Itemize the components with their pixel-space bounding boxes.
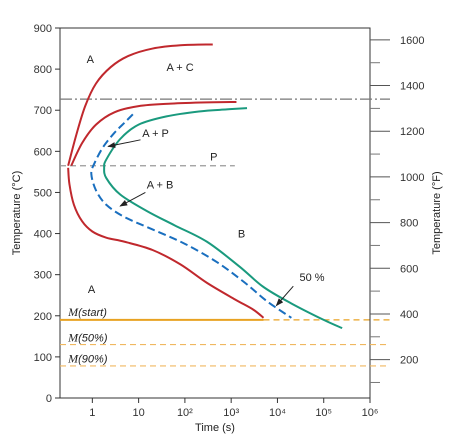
label-a-top: A	[87, 54, 95, 66]
label-a-plus-b: A + B	[147, 179, 174, 191]
y-right-tick-label: 1000	[400, 172, 424, 184]
label-a-bottom: A	[88, 284, 96, 296]
y-right-tick-label: 1200	[400, 126, 424, 138]
x-tick-label: 10²	[177, 407, 193, 419]
series-mid-50	[90, 113, 292, 319]
y-right-tick-label: 400	[400, 309, 418, 321]
y-tick-label: 100	[34, 352, 52, 364]
x-axis-title: Time (s)	[195, 422, 235, 434]
series-upper-finish	[70, 101, 237, 167]
series-lower-start	[67, 167, 265, 319]
y-tick-label: 0	[46, 393, 52, 405]
x-tick-label: 10⁴	[269, 407, 286, 419]
x-tick-label: 10⁶	[362, 407, 379, 419]
arrow-a-plus-p	[107, 139, 141, 148]
series-finish-curve	[103, 107, 343, 330]
label-m-90: M(90%)	[67, 352, 108, 366]
series-upper-start	[67, 43, 213, 166]
label-m-50-suffix: (50%)	[78, 332, 108, 344]
y-right-tick-label: 1600	[400, 35, 424, 47]
y-tick-label: 300	[34, 270, 52, 282]
y-right-tick-label: 200	[400, 355, 418, 367]
y-tick-label: 400	[34, 229, 52, 241]
y-right-axis-title: Temperature (°F)	[431, 171, 443, 254]
y-tick-label: 900	[34, 23, 52, 35]
plot-frame	[59, 27, 371, 399]
label-m-start-suffix: (start)	[78, 307, 107, 319]
x-tick-label: 10⁵	[315, 407, 332, 419]
arrow-50pct	[275, 285, 294, 307]
label-50pct: 50 %	[300, 272, 325, 284]
label-m-90-suffix: (90%)	[78, 354, 108, 366]
y-tick-label: 500	[34, 187, 52, 199]
y-tick-label: 700	[34, 105, 52, 117]
x-tick-label: 10³	[223, 407, 239, 419]
label-m-50: M(50%)	[67, 330, 108, 344]
y-right-tick-label: 1400	[400, 81, 424, 93]
x-tick-label: 10	[132, 407, 144, 419]
label-m-start: M(start)	[67, 305, 107, 319]
y-right-tick-label: 800	[400, 218, 418, 230]
x-tick-label: 1	[89, 407, 95, 419]
y-tick-label: 200	[34, 311, 52, 323]
y-axis-title: Temperature (°C)	[11, 171, 23, 255]
arrow-a-plus-b	[119, 192, 146, 207]
y-tick-label: 600	[34, 146, 52, 158]
label-a-plus-c: A + C	[166, 62, 193, 74]
label-b: B	[238, 229, 245, 241]
label-p: P	[210, 151, 217, 163]
y-tick-label: 800	[34, 64, 52, 76]
y-right-tick-label: 600	[400, 263, 418, 275]
label-a-plus-p: A + P	[142, 128, 169, 140]
